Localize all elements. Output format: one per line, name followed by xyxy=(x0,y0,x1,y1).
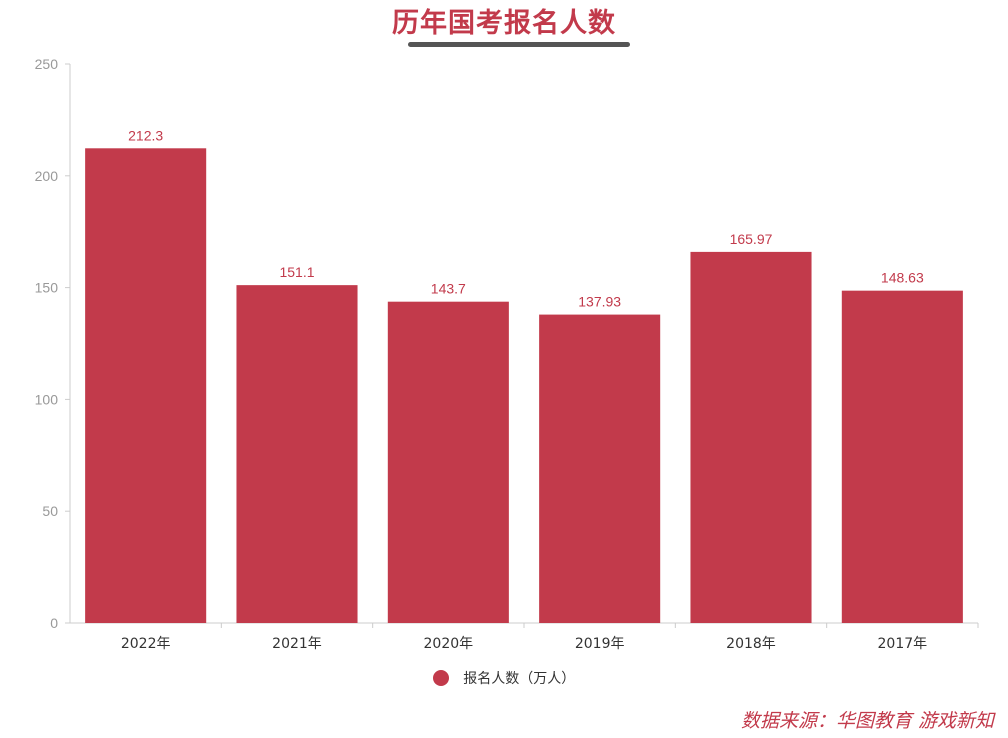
x-tick-label: 2020年 xyxy=(424,636,474,652)
y-tick-label: 50 xyxy=(42,503,58,519)
source-note: 数据来源：华图教育 游戏新知 xyxy=(740,710,994,732)
y-tick-label: 0 xyxy=(50,615,58,631)
legend-marker xyxy=(432,670,449,686)
x-tick-label: 2018年 xyxy=(726,636,776,652)
bar-chart: 0 50 100 150 200 250 212.3 2022年 151.1 2021年 143.7… xyxy=(35,56,979,652)
bar-value-label: 212.3 xyxy=(128,127,163,143)
bar-value-label: 165.97 xyxy=(730,231,773,247)
bar-value-label: 148.63 xyxy=(881,270,924,286)
legend[interactable]: 报名人数（万人） xyxy=(0,668,1008,688)
bar-value-label: 151.1 xyxy=(279,264,314,280)
x-tick-label: 2022年 xyxy=(121,636,171,652)
bar xyxy=(841,290,963,623)
y-tick-label: 200 xyxy=(35,168,59,184)
legend-label: 报名人数（万人） xyxy=(463,671,576,687)
bar xyxy=(85,148,207,624)
chart-title-container: 历年国考报名人数 xyxy=(0,6,1008,42)
x-tick-label: 2019年 xyxy=(575,636,625,652)
y-tick-label: 150 xyxy=(35,280,59,296)
y-tick-label: 250 xyxy=(35,56,59,72)
bar-value-label: 137.93 xyxy=(578,294,621,310)
chart-title: 历年国考报名人数 xyxy=(392,8,616,39)
bar xyxy=(236,285,358,623)
bar-value-label: 143.7 xyxy=(431,281,466,297)
bar xyxy=(539,314,661,623)
bar xyxy=(690,251,812,623)
y-tick-label: 100 xyxy=(35,391,59,407)
title-underline xyxy=(408,42,630,47)
x-tick-label: 2021年 xyxy=(272,636,322,652)
bar xyxy=(387,301,509,623)
x-tick-label: 2017年 xyxy=(878,636,928,652)
